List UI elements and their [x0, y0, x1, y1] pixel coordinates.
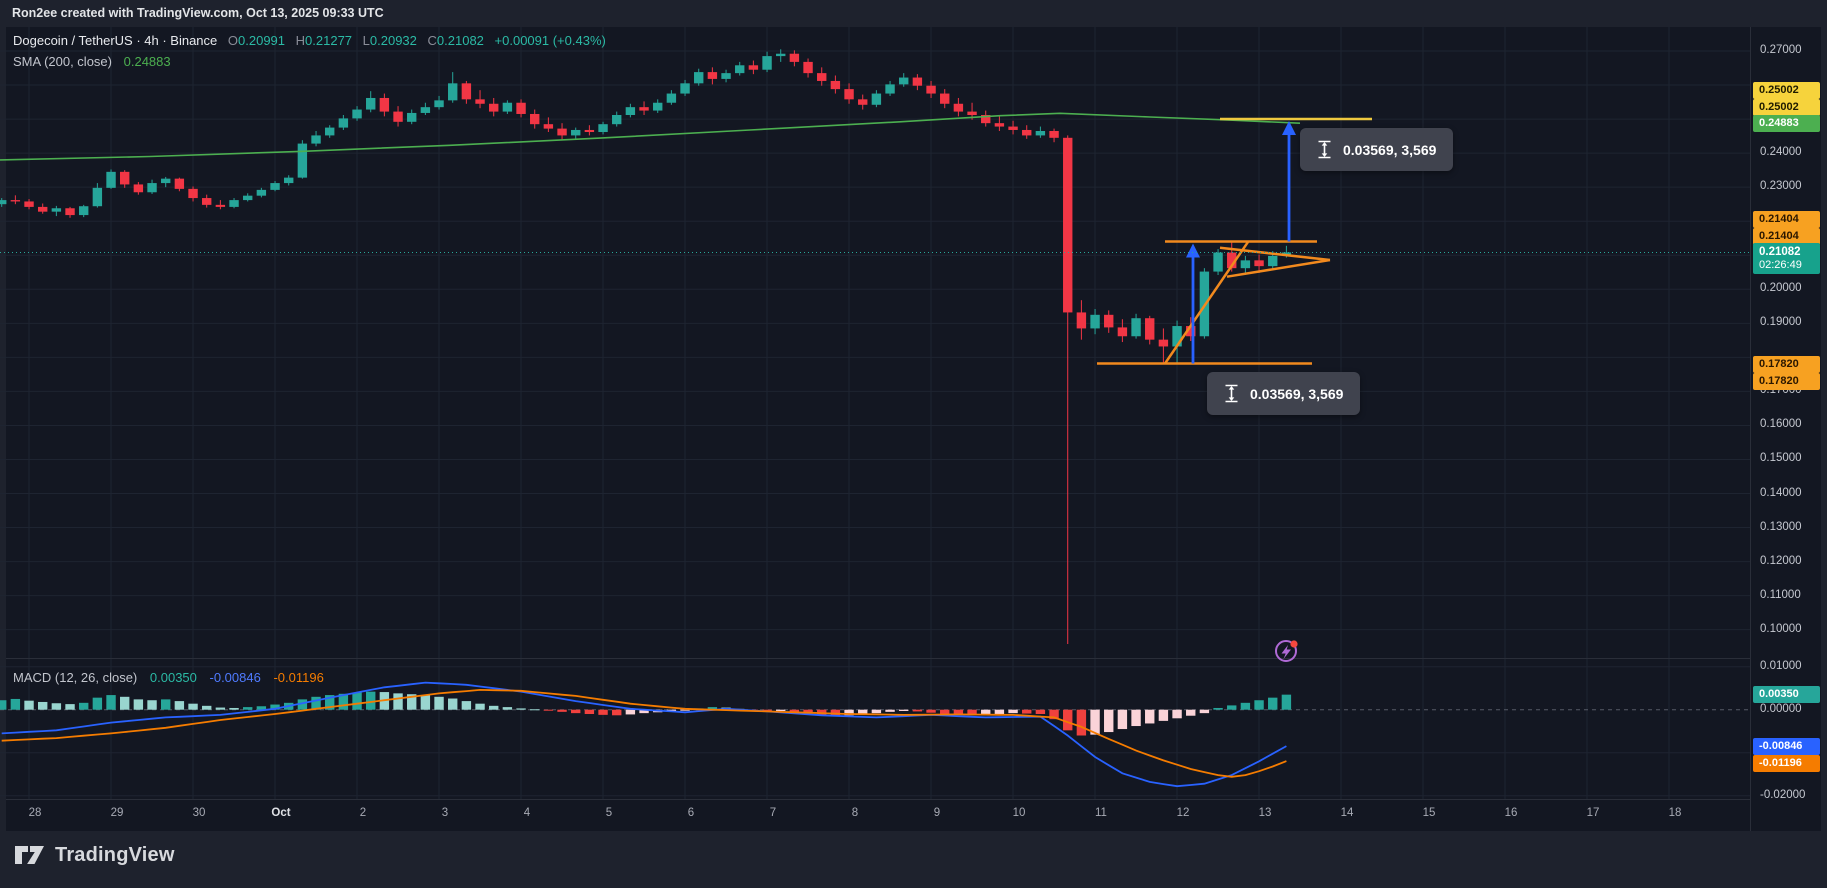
ruler-icon — [1225, 384, 1238, 403]
price-axis-label: 0.23000 — [1760, 180, 1802, 193]
time-axis-label: 12 — [1176, 807, 1190, 819]
close-value: 0.21082 — [436, 33, 484, 48]
price-level-badge: -0.00846 — [1753, 737, 1820, 755]
time-axis-label: 13 — [1258, 807, 1272, 819]
tradingview-logo-icon — [15, 846, 44, 864]
price-axis-label: 0.14000 — [1760, 486, 1802, 499]
time-axis-label: 18 — [1668, 807, 1682, 819]
price-level-badge: 0.00350 — [1753, 685, 1820, 703]
price-axis-label: 0.16000 — [1760, 418, 1802, 431]
price-axis-label: 0.24000 — [1760, 146, 1802, 159]
low-value: 0.20932 — [369, 33, 417, 48]
time-axis-label: 17 — [1586, 807, 1600, 819]
price-axis-label: 0.10000 — [1760, 622, 1802, 635]
sma-line[interactable] — [0, 112, 1301, 161]
time-axis-label: 7 — [769, 807, 777, 819]
drawing-overlays[interactable] — [1097, 117, 1372, 365]
time-axis-label: 8 — [851, 807, 859, 819]
time-axis-label: Oct — [271, 807, 291, 819]
high-label: H — [295, 33, 306, 48]
macd-line[interactable] — [1, 681, 1287, 788]
notification-dot — [1290, 640, 1298, 648]
flash-boost-icon[interactable] — [1273, 637, 1301, 670]
price-axis-label: 0.11000 — [1760, 588, 1801, 601]
macd-axis-label: 0.00000 — [1760, 702, 1802, 715]
time-axis-label: 6 — [687, 807, 695, 819]
open-label: O — [227, 33, 239, 48]
price-level-badge: 0.24883 — [1753, 114, 1820, 132]
current-price-value: 0.21082 — [1759, 246, 1801, 258]
macd-line-value: -0.00846 — [209, 670, 261, 685]
macd-signal-value: -0.01196 — [273, 670, 324, 685]
current-price-badge: 0.21082 02:26:49 — [1753, 243, 1820, 274]
price-axis-label: 0.13000 — [1760, 520, 1802, 533]
measure-tooltip-upper[interactable]: 0.03569, 3,569 — [1300, 128, 1454, 171]
chart-canvas[interactable] — [0, 0, 1750, 831]
time-axis-label: 30 — [192, 807, 206, 819]
attribution-bar: Ron2ee created with TradingView.com, Oct… — [0, 0, 1827, 27]
footer-bar: TradingView — [0, 831, 1827, 888]
symbol-legend: Dogecoin / TetherUS · 4h · Binance O0.20… — [13, 33, 606, 48]
change-value: +0.00091 (+0.43%) — [494, 33, 606, 48]
time-axis-label: 14 — [1340, 807, 1354, 819]
sma-value: 0.24883 — [123, 54, 171, 69]
price-axis[interactable]: 0.27000 0.24000 0.23000 0.20000 0.19000 0.170… — [1750, 27, 1821, 831]
tradingview-logo: TradingView — [14, 843, 175, 867]
macd-pane — [0, 681, 1750, 788]
ruler-icon — [1318, 140, 1331, 159]
price-level-badge: 0.25002 — [1753, 98, 1820, 116]
measure-tooltip-lower[interactable]: 0.03569, 3,569 — [1207, 372, 1361, 415]
tradingview-wordmark: TradingView — [55, 843, 175, 866]
time-axis-label: 3 — [441, 807, 449, 819]
time-axis[interactable]: 28 29 30 Oct 2 3 4 5 6 7 8 9 10 11 12 13 14 15 16 17 18 — [6, 800, 1750, 831]
pane-separator[interactable] — [6, 658, 1821, 659]
price-level-badge: 0.25002 — [1753, 81, 1820, 99]
macd-hist-value: 0.00350 — [149, 670, 197, 685]
open-value: 0.20991 — [238, 33, 286, 48]
gridlines — [0, 27, 1750, 799]
price-level-badge: 0.17820 — [1753, 372, 1820, 390]
macd-signal-line[interactable] — [1, 688, 1287, 778]
symbol-title: Dogecoin / TetherUS · 4h · Binance — [13, 33, 218, 48]
macd-axis-label: -0.02000 — [1760, 788, 1806, 801]
price-axis-label: 0.20000 — [1760, 282, 1802, 295]
price-level-badge: 0.21404 — [1753, 227, 1820, 245]
price-level-badge: 0.17820 — [1753, 355, 1820, 373]
close-label: C — [427, 33, 437, 48]
attribution-text: Ron2ee created with TradingView.com, Oct… — [12, 6, 384, 20]
time-axis-label: 9 — [933, 807, 941, 819]
high-value: 0.21277 — [305, 33, 353, 48]
time-axis-label: 11 — [1095, 807, 1107, 819]
time-axis-label: 4 — [523, 807, 531, 819]
time-axis-label: 29 — [110, 807, 124, 819]
price-level-badge: -0.01196 — [1753, 754, 1820, 772]
sma-label: SMA (200, close) — [13, 54, 112, 69]
sma-legend: SMA (200, close) 0.24883 — [13, 54, 171, 69]
time-axis-label: 2 — [359, 807, 367, 819]
price-axis-label: 0.12000 — [1760, 554, 1802, 567]
chart-background[interactable] — [6, 27, 1821, 831]
macd-axis-label: 0.01000 — [1760, 659, 1802, 672]
macd-label: MACD (12, 26, close) — [13, 670, 138, 685]
candlesticks — [0, 49, 1292, 644]
bar-countdown: 02:26:49 — [1759, 259, 1802, 271]
price-level-badge: 0.21404 — [1753, 210, 1820, 228]
time-axis-label: 5 — [605, 807, 613, 819]
measure-tooltip-text: 0.03569, 3,569 — [1250, 385, 1344, 402]
price-axis-label: 0.27000 — [1760, 44, 1802, 56]
time-axis-separator — [6, 799, 1821, 800]
price-axis-label: 0.15000 — [1760, 452, 1802, 465]
time-axis-label: 15 — [1422, 807, 1436, 819]
measure-tooltip-text: 0.03569, 3,569 — [1343, 141, 1437, 158]
time-axis-label: 16 — [1504, 807, 1518, 819]
time-axis-label: 10 — [1012, 807, 1026, 819]
price-axis-label: 0.19000 — [1760, 316, 1802, 329]
time-axis-label: 28 — [28, 807, 42, 819]
macd-legend: MACD (12, 26, close) 0.00350 -0.00846 -0… — [13, 670, 324, 685]
low-label: L — [362, 33, 370, 48]
